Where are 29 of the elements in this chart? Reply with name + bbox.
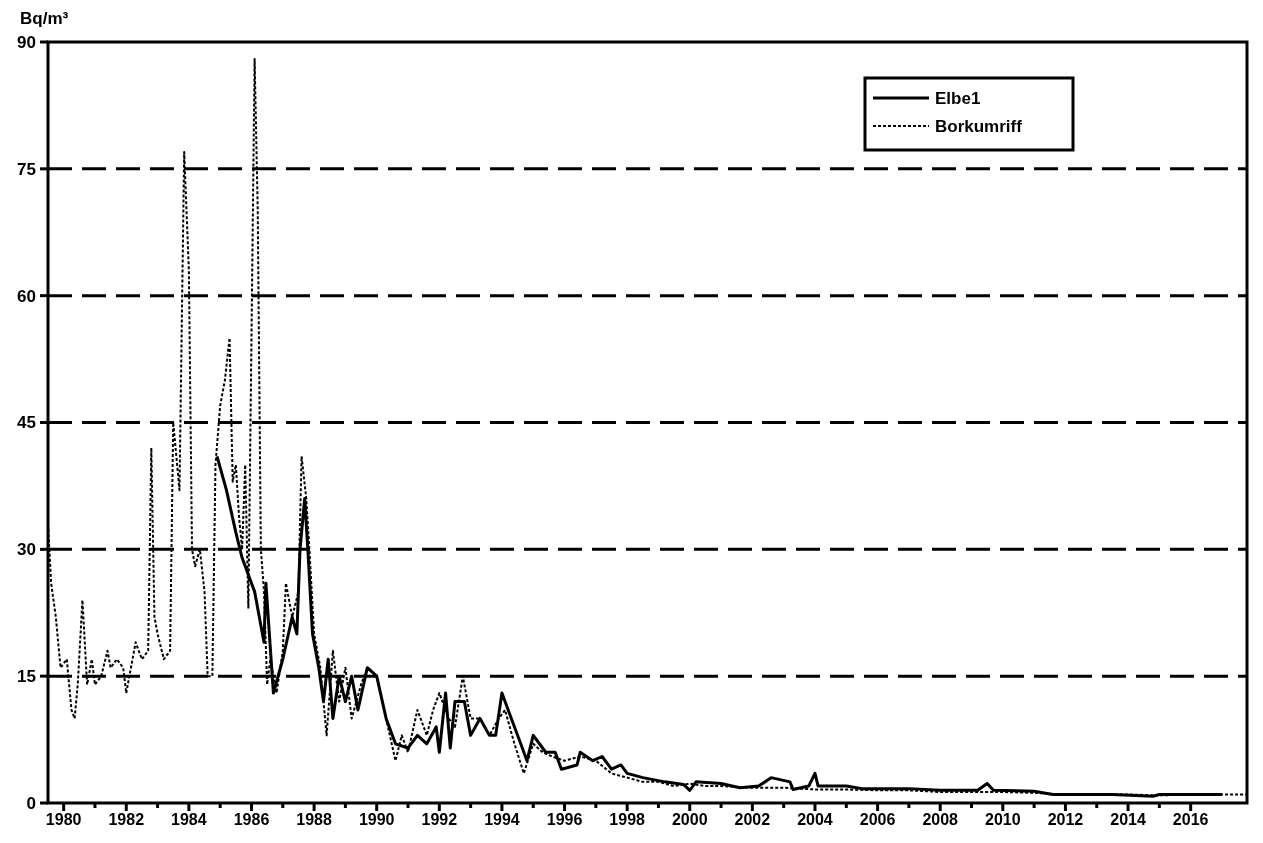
x-tick-label: 1988 [296, 811, 332, 828]
x-tick-label: 2014 [1110, 811, 1146, 828]
y-axis-title: Bq/m³ [20, 9, 69, 28]
y-tick-label: 75 [17, 159, 36, 179]
y-tick-label: 0 [26, 793, 36, 813]
x-tick-label: 1980 [45, 811, 82, 828]
x-tick-label: 2012 [1047, 811, 1084, 828]
x-tick-label: 1994 [484, 811, 520, 828]
x-tick-label: 2002 [734, 811, 771, 828]
y-tick-label: 45 [17, 413, 36, 433]
x-tick-label: 1992 [421, 811, 458, 828]
x-tick-label: 2006 [859, 811, 896, 828]
y-tick-label: 15 [17, 667, 36, 687]
y-tick-label: 30 [17, 540, 36, 560]
x-tick-label: 2016 [1172, 811, 1209, 828]
x-tick-label: 1998 [609, 811, 646, 828]
legend-label: Elbe1 [935, 88, 981, 108]
x-tick-label: 1984 [171, 811, 207, 828]
legend-label: Borkumriff [935, 116, 1023, 136]
y-tick-label: 60 [17, 286, 36, 306]
x-tick-label: 2010 [985, 811, 1021, 828]
x-tick-label: 1986 [233, 811, 270, 828]
x-tick-label: 1990 [358, 811, 395, 828]
x-tick-label: 1982 [108, 811, 145, 828]
x-tick-label: 2008 [922, 811, 959, 828]
x-tick-label: 2000 [671, 811, 708, 828]
y-tick-label: 90 [17, 32, 36, 52]
x-tick-label: 2004 [797, 811, 833, 828]
x-tick-label: 1996 [546, 811, 583, 828]
